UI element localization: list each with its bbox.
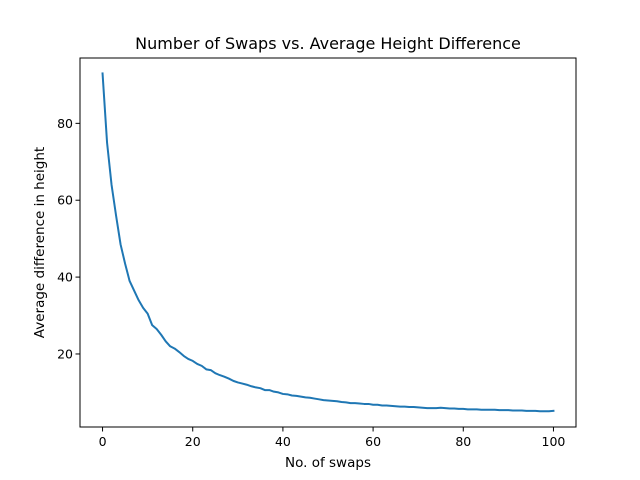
x-axis-label: No. of swaps — [285, 455, 371, 471]
x-tick-label: 100 — [542, 434, 566, 449]
y-tick-label: 20 — [57, 346, 73, 361]
x-tick-label: 40 — [275, 434, 291, 449]
y-tick-label: 40 — [57, 270, 73, 285]
y-tick-label: 80 — [57, 116, 73, 131]
x-tick-label: 0 — [99, 434, 107, 449]
plot-frame — [79, 57, 577, 428]
chart-title: Number of Swaps vs. Average Height Diffe… — [135, 34, 521, 53]
y-axis-label: Average difference in height — [32, 147, 48, 338]
series-line — [101, 72, 555, 413]
x-tick-label: 80 — [455, 434, 471, 449]
x-tick-label: 60 — [365, 434, 381, 449]
x-tick-label: 20 — [185, 434, 201, 449]
y-tick-label: 60 — [57, 193, 73, 208]
